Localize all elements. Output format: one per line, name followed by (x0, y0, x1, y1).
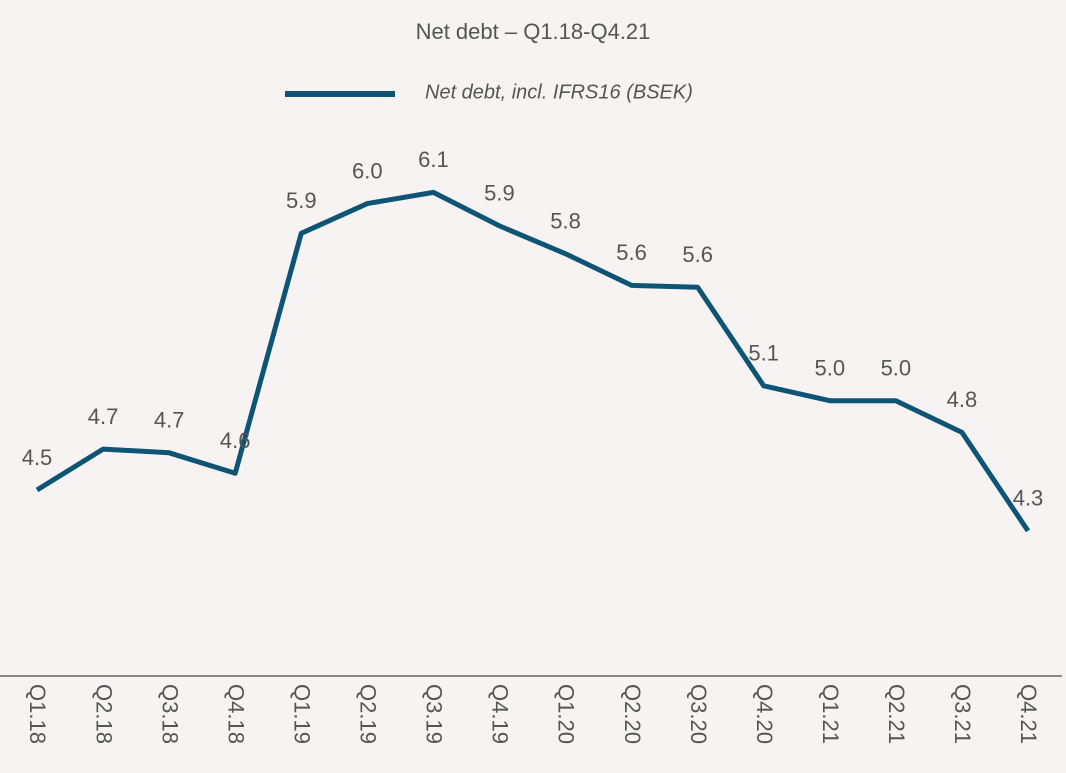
x-tick-label: Q4.21 (1016, 684, 1041, 744)
x-tick-label: Q2.18 (91, 684, 116, 744)
data-label: 5.9 (286, 188, 317, 213)
data-label: 5.6 (682, 242, 713, 267)
data-label: 4.3 (1013, 486, 1044, 511)
x-tick-label: Q4.20 (752, 684, 777, 744)
x-tick-label: Q4.19 (488, 684, 513, 744)
data-label: 5.1 (748, 341, 779, 366)
data-label: 6.1 (418, 147, 449, 172)
data-label: 5.0 (881, 356, 912, 381)
x-tick-label: Q3.18 (157, 684, 182, 744)
x-tick-label: Q2.21 (884, 684, 909, 744)
data-label: 6.0 (352, 158, 383, 183)
x-tick-label: Q3.20 (686, 684, 711, 744)
x-tick-label: Q1.18 (25, 684, 50, 744)
data-label: 5.6 (616, 240, 647, 265)
legend-label: Net debt, incl. IFRS16 (BSEK) (425, 81, 693, 103)
data-label: 5.8 (550, 209, 581, 234)
x-tick-label: Q3.19 (422, 684, 447, 744)
data-label: 4.7 (154, 408, 185, 433)
x-tick-label: Q2.19 (356, 684, 381, 744)
x-tick-label: Q1.19 (289, 684, 314, 744)
data-label: 5.0 (815, 356, 846, 381)
x-tick-label: Q1.21 (818, 684, 843, 744)
x-tick-label: Q1.20 (554, 684, 579, 744)
data-label: 4.6 (220, 428, 251, 453)
data-label: 4.7 (88, 404, 119, 429)
data-label: 5.9 (484, 181, 515, 206)
x-tick-label: Q3.21 (950, 684, 975, 744)
line (35, 189, 1031, 533)
x-tick-label: Q4.18 (223, 684, 248, 744)
chart-title: Net debt – Q1.18-Q4.21 (416, 19, 651, 44)
data-label: 4.8 (947, 387, 978, 412)
data-label: 4.5 (22, 445, 53, 470)
x-tick-label: Q2.20 (620, 684, 645, 744)
